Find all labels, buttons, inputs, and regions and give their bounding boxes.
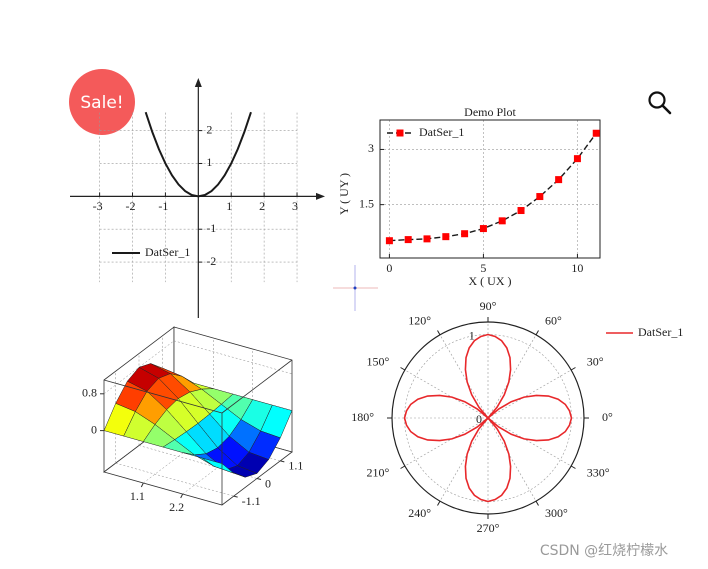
x-axis-arrow — [316, 192, 325, 200]
legend-label: DatSer_1 — [638, 325, 683, 339]
x-tick-label: 1.1 — [130, 489, 145, 503]
box-edge — [103, 379, 223, 414]
y-tick — [280, 460, 285, 463]
polar-frame — [391, 321, 585, 515]
grid-line — [487, 334, 537, 419]
theta-tick-label: 210° — [366, 465, 389, 479]
theta-tick — [535, 500, 539, 506]
plot-frame — [379, 119, 601, 259]
polar-line — [403, 333, 573, 503]
theta-tick-label: 30° — [587, 354, 604, 368]
grid-line — [487, 369, 572, 419]
marker — [592, 129, 600, 137]
y-tick — [233, 495, 238, 498]
theta-tick-label: 150° — [366, 354, 389, 368]
theta-tick — [437, 500, 441, 506]
theta-tick — [570, 367, 576, 371]
marker — [536, 193, 544, 201]
marker — [385, 237, 393, 245]
x-tick-label: 10 — [571, 261, 583, 275]
sale-badge-text: Sale! — [80, 93, 123, 113]
grid-line — [115, 462, 234, 497]
x-tick-label: 3 — [292, 199, 298, 213]
x-tick-label: -2 — [126, 199, 136, 213]
theta-tick — [400, 367, 406, 371]
theta-tick-label: 120° — [408, 314, 431, 328]
grid-line — [487, 417, 572, 467]
theta-tick-label: 90° — [480, 299, 497, 313]
y-tick-label: 1.1 — [288, 459, 303, 473]
y-tick-label: 2 — [206, 122, 212, 136]
grid-line — [487, 417, 537, 502]
marker — [461, 230, 469, 238]
grid-line — [103, 340, 175, 394]
crosshair — [333, 265, 378, 311]
theta-tick — [400, 465, 406, 469]
grid-line — [439, 417, 489, 502]
x-tick-label: 5 — [480, 261, 486, 275]
zoom-icon[interactable] — [648, 91, 672, 115]
x-tick-label: 2.2 — [169, 500, 184, 514]
theta-tick-label: 0° — [602, 410, 613, 424]
legend-label: DatSer_1 — [419, 125, 464, 139]
chart-title: Demo Plot — [464, 105, 516, 119]
x-tick — [140, 482, 144, 488]
crosshair-dot — [353, 286, 357, 290]
x-axis-label: X ( UX ) — [469, 274, 512, 288]
grid-line — [439, 334, 489, 419]
theta-tick — [437, 330, 441, 336]
theta-tick-label: 60° — [545, 314, 562, 328]
y-tick-label: 1.5 — [359, 196, 374, 210]
surface-patch — [202, 457, 234, 474]
y-tick-label: -2 — [206, 254, 216, 268]
theta-tick — [535, 330, 539, 336]
line — [144, 111, 252, 198]
theta-tick-label: 240° — [408, 506, 431, 520]
theta-tick-label: 180° — [351, 410, 374, 424]
grid-line — [138, 445, 258, 479]
watermark: CSDN @红烧柠檬水 — [540, 543, 668, 559]
marker — [517, 207, 525, 215]
y-axis-arrow — [194, 78, 202, 87]
legend-label: DatSer_1 — [145, 245, 190, 259]
y-tick-label: 1 — [206, 155, 212, 169]
x-tick-label: 1 — [226, 199, 232, 213]
marker — [423, 235, 431, 243]
sale-badge — [69, 69, 135, 135]
marker — [404, 236, 412, 244]
x-tick-label: -1 — [158, 199, 168, 213]
marker — [555, 176, 563, 184]
zoom-lens[interactable] — [648, 91, 666, 109]
marker — [479, 225, 487, 233]
marker — [573, 155, 581, 163]
theta-tick-label: 330° — [587, 465, 610, 479]
z-tick-label: 0 — [91, 422, 97, 436]
r-tick-label: 0 — [476, 412, 482, 426]
x-tick-label: -3 — [93, 199, 103, 213]
y-tick — [256, 478, 262, 480]
grid-line — [173, 340, 293, 375]
y-axis-label: Y ( UY ) — [337, 173, 351, 215]
y-tick-label: -1 — [206, 221, 216, 235]
marker — [442, 233, 450, 241]
x-tick-label: 2 — [259, 199, 265, 213]
theta-tick-label: 300° — [545, 506, 568, 520]
zoom-handle[interactable] — [661, 104, 672, 115]
z-tick-label: 0.8 — [82, 386, 97, 400]
grid-line — [404, 369, 489, 419]
theta-tick — [570, 465, 576, 469]
x-tick — [180, 493, 184, 499]
y-tick-label: 0 — [265, 476, 271, 490]
x-tick-label: 0 — [386, 261, 392, 275]
grid-line — [404, 417, 489, 467]
r-tick-label: 1 — [469, 329, 475, 343]
marker — [498, 217, 506, 225]
y-tick-label: 3 — [368, 141, 374, 155]
y-tick-label: -1.1 — [242, 494, 261, 508]
legend-marker — [396, 129, 404, 137]
box-edge — [221, 359, 293, 414]
theta-tick-label: 270° — [477, 521, 500, 535]
